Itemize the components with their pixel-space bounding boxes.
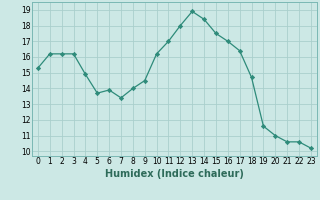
X-axis label: Humidex (Indice chaleur): Humidex (Indice chaleur) bbox=[105, 169, 244, 179]
